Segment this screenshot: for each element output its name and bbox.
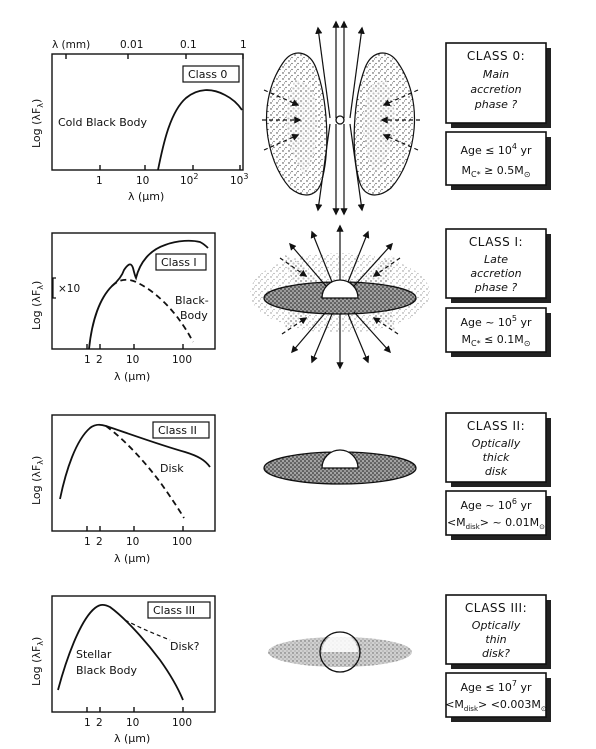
sed-curve: [57, 603, 184, 701]
box-line: Main: [483, 68, 509, 81]
class-tag: Class 0: [188, 68, 227, 81]
mass-text: <Mdisk> <0.003M⊙: [445, 698, 547, 713]
x-axis-label: λ (μm): [128, 190, 164, 203]
panel-class-3: 1 2 10 100 λ (μm) Log (λFλ) Class III Di…: [30, 594, 551, 745]
y-axis-label: Log (λFλ): [30, 456, 45, 505]
illustration-class-3: [268, 631, 412, 673]
mass-text: <Mdisk> ~ 0.01M⊙: [447, 516, 545, 531]
x-tick: 102: [180, 172, 198, 187]
x-tick: 100: [172, 354, 192, 366]
sed-curve: [157, 89, 243, 171]
x-tick: 1: [96, 175, 103, 187]
box-line: phase ?: [474, 281, 518, 294]
box-title: CLASS I:: [469, 235, 523, 249]
x-tick: 103: [230, 172, 248, 187]
description-box-class-2: CLASS II: Optically thick disk: [445, 412, 551, 487]
box-title: CLASS II:: [467, 419, 525, 433]
y-axis-label: Log (λFλ): [30, 637, 45, 686]
mass-text: MC* ≤ 0.1M⊙: [462, 333, 531, 348]
illustration-class-0: [262, 20, 420, 216]
x-tick: 10: [136, 175, 149, 187]
box-line: Late: [484, 253, 508, 266]
panel-class-2: 1 2 10 100 λ (μm) Log (λFλ) Class II Dis…: [30, 412, 551, 565]
sed-plot-class-3: 1 2 10 100 λ (μm) Log (λFλ) Class III Di…: [30, 595, 216, 745]
x-tick: 1: [84, 717, 91, 729]
box-line: Optically: [472, 619, 521, 632]
box-line: phase ?: [474, 98, 518, 111]
curve-label: Body: [180, 309, 208, 322]
x-axis-label: λ (μm): [114, 552, 150, 565]
x-tick: 1: [84, 354, 91, 366]
age-box-class-0: Age ≤ 104 yr MC* ≥ 0.5M⊙: [445, 131, 551, 190]
x-axis-label: λ (μm): [114, 732, 150, 745]
curve-label: Black-: [175, 294, 209, 307]
age-text: Age ≤ 104 yr: [460, 142, 532, 157]
top-tick: 1: [240, 39, 247, 51]
illustration-class-2: [263, 449, 417, 485]
sed-plot-class-0: λ (mm) 0.01 0.1 1 1 10 102 103 λ (μm) Lo…: [30, 39, 248, 203]
age-box-class-1: Age ~ 105 yr MC* ≤ 0.1M⊙: [445, 307, 551, 357]
box-line: disk: [485, 465, 508, 478]
x-tick: 2: [96, 536, 103, 548]
box-line: Optically: [472, 437, 521, 450]
class-tag: Class III: [153, 604, 195, 617]
age-box-class-2: Age ~ 106 yr <Mdisk> ~ 0.01M⊙: [445, 490, 551, 540]
box-line: thick: [483, 451, 510, 464]
illustration-class-1: [250, 224, 430, 370]
box-title: CLASS 0:: [467, 49, 525, 63]
class-tag-box: [182, 65, 240, 83]
description-box-class-3: CLASS III: Optically thin disk?: [445, 594, 551, 669]
disk-excess-curve: [124, 619, 171, 641]
box-line: disk?: [482, 647, 510, 660]
curve-label: Cold Black Body: [58, 116, 147, 129]
mass-text: MC* ≥ 0.5M⊙: [462, 164, 531, 179]
y-axis-label: Log (λFλ): [30, 99, 45, 148]
box-line: accretion: [470, 83, 521, 96]
curve-label: Stellar: [76, 648, 112, 661]
class-tag: Class II: [158, 424, 197, 437]
x-tick: 10: [126, 717, 139, 729]
age-text: Age ≤ 107 yr: [460, 679, 532, 694]
curve-label: Disk?: [170, 640, 200, 653]
sed-plot-class-2: 1 2 10 100 λ (μm) Log (λFλ) Class II Dis…: [30, 414, 216, 565]
x-tick: 1: [84, 536, 91, 548]
x-tick: 2: [96, 354, 103, 366]
curve-label: Disk: [160, 462, 184, 475]
box-title: CLASS III:: [465, 601, 527, 615]
x-tick: 10: [126, 536, 139, 548]
top-axis-label: λ (mm): [52, 39, 90, 51]
description-box-class-1: CLASS I: Late accretion phase ?: [445, 228, 551, 303]
x-tick: 2: [96, 717, 103, 729]
x-axis-label: λ (μm): [114, 370, 150, 383]
plot-frame: [51, 53, 244, 171]
age-text: Age ~ 106 yr: [460, 497, 532, 512]
scale-note: ×10: [58, 283, 80, 295]
box-line: accretion: [470, 267, 521, 280]
panel-class-1: 1 2 10 100 λ (μm) Log (λFλ) ×10 Class I …: [30, 224, 551, 383]
class-tag: Class I: [161, 256, 197, 269]
sed-plot-class-1: 1 2 10 100 λ (μm) Log (λFλ) ×10 Class I …: [30, 232, 216, 383]
age-box-class-3: Age ≤ 107 yr <Mdisk> <0.003M⊙: [445, 672, 551, 722]
x-tick: 100: [172, 717, 192, 729]
top-tick: 0.01: [120, 39, 143, 51]
box-line: thin: [485, 633, 506, 646]
description-box-class-0: CLASS 0: Main accretion phase ?: [445, 42, 551, 128]
panel-class-0: λ (mm) 0.01 0.1 1 1 10 102 103 λ (μm) Lo…: [30, 20, 551, 216]
x-tick: 10: [126, 354, 139, 366]
blackbody-curve: [105, 425, 185, 519]
y-axis-label: Log (λFλ): [30, 281, 45, 330]
blackbody-curve: [111, 278, 194, 343]
age-text: Age ~ 105 yr: [460, 314, 532, 329]
x-tick: 100: [172, 536, 192, 548]
top-tick: 0.1: [180, 39, 197, 51]
curve-label: Black Body: [76, 664, 138, 677]
